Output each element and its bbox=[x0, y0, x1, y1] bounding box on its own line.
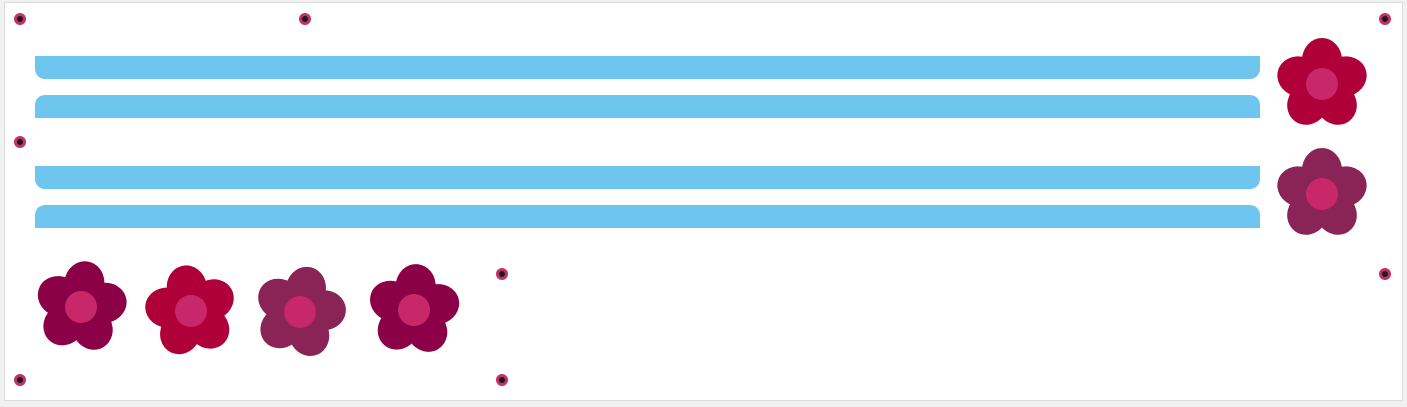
resize-handle-top-middle[interactable] bbox=[299, 13, 311, 25]
flower-icon[interactable] bbox=[366, 262, 462, 358]
resize-handle-middle-right[interactable] bbox=[1379, 268, 1391, 280]
flower-icon[interactable] bbox=[143, 263, 239, 359]
resize-handle-center-top[interactable] bbox=[496, 268, 508, 280]
flower-icon[interactable] bbox=[1274, 146, 1370, 242]
resize-handle-middle-left[interactable] bbox=[14, 136, 26, 148]
resize-handle-bottom-center[interactable] bbox=[496, 374, 508, 386]
resize-handle-top-left[interactable] bbox=[14, 13, 26, 25]
flower-icon[interactable] bbox=[33, 259, 129, 355]
stripe-bar-4[interactable] bbox=[35, 205, 1260, 228]
design-canvas[interactable] bbox=[4, 2, 1403, 401]
stripe-bar-2[interactable] bbox=[35, 95, 1260, 118]
stripe-bar-1[interactable] bbox=[35, 56, 1260, 79]
resize-handle-top-right[interactable] bbox=[1379, 13, 1391, 25]
flower-icon[interactable] bbox=[1274, 36, 1370, 132]
resize-handle-bottom-left[interactable] bbox=[14, 374, 26, 386]
flower-icon[interactable] bbox=[252, 264, 348, 360]
stripe-bar-3[interactable] bbox=[35, 166, 1260, 189]
